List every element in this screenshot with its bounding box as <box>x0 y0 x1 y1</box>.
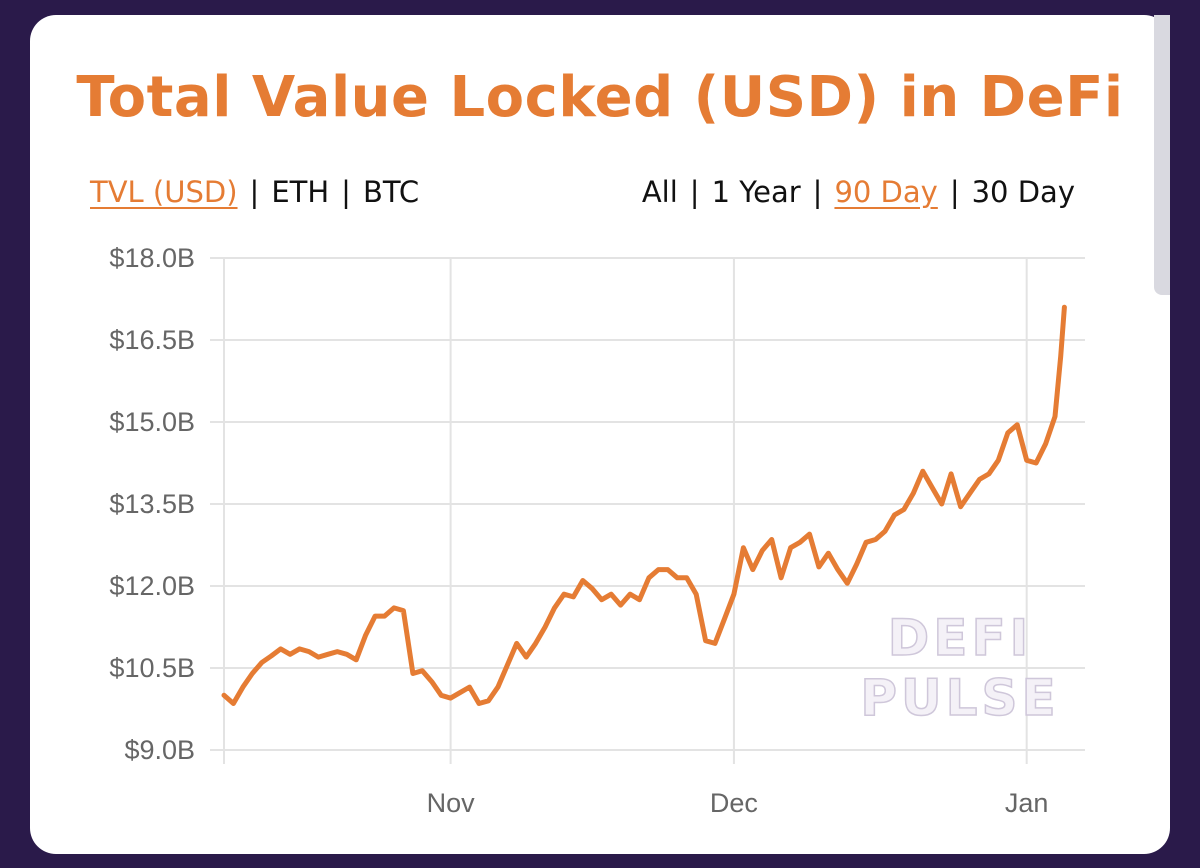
grid-lines <box>210 257 1085 764</box>
tab-30-day[interactable]: 30 Day <box>971 175 1075 209</box>
range-tabs: All | 1 Year | 90 Day | 30 Day <box>642 175 1075 209</box>
scrollbar[interactable] <box>1154 15 1170 295</box>
separator: | <box>812 175 823 209</box>
tab-eth[interactable]: ETH <box>271 175 330 209</box>
y-tick-label: $18.0B <box>109 243 195 273</box>
defi-pulse-watermark: DEFI PULSE <box>860 608 1059 728</box>
y-tick-label: $15.0B <box>109 407 195 437</box>
y-tick-label: $13.5B <box>109 489 195 519</box>
y-tick-label: $10.5B <box>109 653 195 683</box>
x-tick-label: Nov <box>427 788 476 818</box>
y-tick-label: $9.0B <box>124 735 195 765</box>
y-axis-ticks: $9.0B $10.5B $12.0B $13.5B $15.0B $16.5B $18.0… <box>109 243 195 765</box>
tab-btc[interactable]: BTC <box>362 175 420 209</box>
tab-tvl-usd[interactable]: TVL (USD) <box>90 175 238 209</box>
x-tick-label: Dec <box>710 788 758 818</box>
y-tick-label: $12.0B <box>109 571 195 601</box>
x-tick-label: Jan <box>1005 788 1049 818</box>
metric-tabs: TVL (USD) | ETH | BTC <box>90 175 419 209</box>
x-axis-ticks: Nov Dec Jan <box>427 788 1049 818</box>
separator: | <box>689 175 700 209</box>
y-tick-label: $16.5B <box>109 325 195 355</box>
chart-title: Total Value Locked (USD) in DeFi <box>76 65 1124 130</box>
separator: | <box>949 175 960 209</box>
tab-1-year[interactable]: 1 Year <box>711 175 801 209</box>
separator: | <box>341 175 351 209</box>
tvl-series-line <box>221 304 1067 706</box>
series-layer <box>221 304 1067 706</box>
separator: | <box>249 175 260 209</box>
watermark-line-2: PULSE <box>860 669 1059 727</box>
watermark-line-1: DEFI <box>888 609 1032 667</box>
chart-card: Total Value Locked (USD) in DeFi TVL (US… <box>30 15 1170 854</box>
tab-all[interactable]: All <box>641 175 678 209</box>
tab-90-day[interactable]: 90 Day <box>834 175 938 209</box>
